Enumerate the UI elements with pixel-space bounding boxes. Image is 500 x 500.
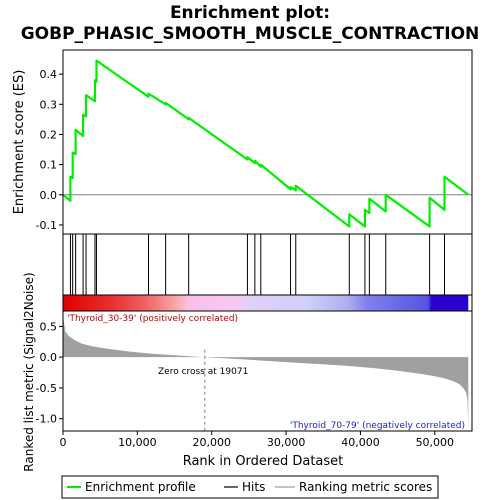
positive-class-label: 'Thyroid_30-39' (positively correlated) — [67, 314, 238, 324]
legend-box — [61, 475, 439, 499]
es-panel: -0.1 0.0 0.1 0.2 0.3 0.4 — [36, 49, 473, 235]
legend-hit-label: Hits — [242, 480, 265, 494]
x-tick-label: 30,000 — [267, 436, 306, 449]
metric-panel: Zero cross at 19071 'Thyroid_30-39' (pos… — [36, 310, 473, 449]
metric-y-tick-label: 0.0 — [40, 351, 58, 364]
es-y-tick-label: 0.3 — [40, 98, 58, 111]
x-tick-label: 50,000 — [416, 436, 455, 449]
x-tick-label: 10,000 — [118, 436, 157, 449]
es-y-tick-label: 0.4 — [40, 68, 58, 81]
rank-heatbar-gradient — [63, 295, 469, 311]
zero-cross-label: Zero cross at 19071 — [158, 367, 248, 377]
x-tick-label: 20,000 — [192, 436, 231, 449]
x-tick-label: 40,000 — [341, 436, 380, 449]
x-axis-label: Rank in Ordered Dataset — [183, 454, 344, 469]
es-y-axis-label: Enrichment score (ES) — [12, 70, 27, 215]
negative-class-label: 'Thyroid_70-79' (negatively correlated) — [290, 421, 465, 431]
enrichment-profile-line — [62, 59, 469, 228]
legend-es-label: Enrichment profile — [85, 480, 196, 494]
rank-heatbar — [62, 294, 473, 312]
metric-y-tick-label: -0.5 — [36, 382, 57, 395]
chart-title-line2: GOBP_PHASIC_SMOOTH_MUSCLE_CONTRACTION — [21, 24, 480, 44]
chart-legend: Enrichment profile Hits Ranking metric s… — [61, 475, 439, 499]
es-y-tick-label: -0.1 — [36, 219, 57, 232]
metric-y-tick-label: -1.0 — [36, 413, 57, 426]
chart-title-line1: Enrichment plot: — [170, 3, 330, 23]
es-y-tick-label: 0.2 — [40, 128, 58, 141]
x-tick-label: 0 — [60, 436, 67, 449]
legend-metric-label: Ranking metric scores — [299, 480, 432, 494]
metric-y-axis-label: Ranked list metric (Signal2Noise) — [22, 272, 36, 471]
es-y-tick-label: 0.1 — [40, 159, 58, 172]
metric-y-tick-label: 0.5 — [40, 320, 58, 333]
es-y-tick-label: 0.0 — [40, 189, 58, 202]
metric-panel-frame — [62, 310, 473, 432]
